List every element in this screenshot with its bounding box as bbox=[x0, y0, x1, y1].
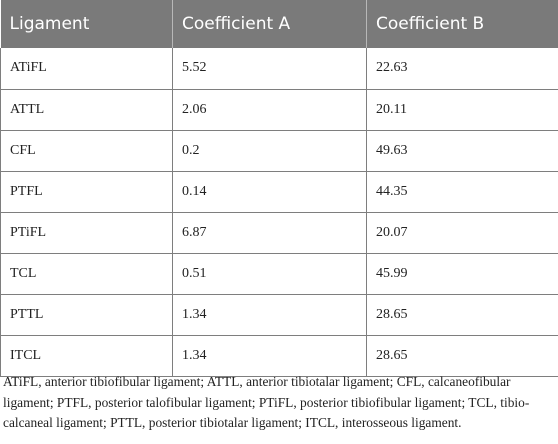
table-row: PTFL 0.14 44.35 bbox=[0, 171, 558, 213]
header-coefficient-b: Coefficient B bbox=[376, 14, 485, 34]
cell-coefficient-a: 5.52 bbox=[172, 48, 367, 90]
cell-coefficient-b: 45.99 bbox=[366, 253, 558, 295]
cell-ligament: CFL bbox=[0, 130, 173, 172]
header-ligament: Ligament bbox=[0, 0, 173, 48]
cell-coefficient-a: 0.14 bbox=[172, 171, 367, 213]
cell-coefficient-a: 0.2 bbox=[172, 130, 367, 172]
cell-ligament: TCL bbox=[0, 253, 173, 295]
cell-coefficient-b: 44.35 bbox=[366, 171, 558, 213]
cell-ligament: ATTL bbox=[0, 89, 173, 131]
cell-ligament: ATiFL bbox=[0, 48, 173, 90]
cell-coefficient-a: 1.34 bbox=[172, 335, 367, 377]
table-footnote: ATiFL, anterior tibiofibular ligament; A… bbox=[3, 374, 530, 430]
cell-ligament: PTFL bbox=[0, 171, 173, 213]
table-row: TCL 0.51 45.99 bbox=[0, 253, 558, 295]
cell-coefficient-b: 20.11 bbox=[366, 89, 558, 131]
header-coefficient-a: Coefficient A bbox=[172, 0, 367, 48]
cell-coefficient-b: 22.63 bbox=[366, 48, 558, 90]
header-row: Ligament Coefficient A Coefficient B bbox=[0, 0, 558, 48]
cell-coefficient-b: 49.63 bbox=[366, 130, 558, 172]
table-row: ATiFL 5.52 22.63 bbox=[0, 48, 558, 90]
table-row: CFL 0.2 49.63 bbox=[0, 130, 558, 172]
table-header: Ligament Coefficient A Coefficient B bbox=[0, 0, 558, 48]
table-body: ATiFL 5.52 22.63 ATTL 2.06 20.11 CFL 0.2… bbox=[0, 48, 558, 377]
cell-coefficient-a: 1.34 bbox=[172, 294, 367, 336]
table-row: ITCL 1.34 28.65 bbox=[0, 335, 558, 377]
table-container: Ligament Coefficient A Coefficient B ATi… bbox=[0, 0, 558, 377]
cell-coefficient-a: 2.06 bbox=[172, 89, 367, 131]
table-row: PTTL 1.34 28.65 bbox=[0, 294, 558, 336]
ligament-coefficients-table: Ligament Coefficient A Coefficient B ATi… bbox=[0, 0, 558, 377]
cell-coefficient-b: 20.07 bbox=[366, 212, 558, 254]
cell-ligament: PTiFL bbox=[0, 212, 173, 254]
cell-coefficient-a: 0.51 bbox=[172, 253, 367, 295]
table-row: ATTL 2.06 20.11 bbox=[0, 89, 558, 131]
cell-ligament: PTTL bbox=[0, 294, 173, 336]
table-row: PTiFL 6.87 20.07 bbox=[0, 212, 558, 254]
cell-coefficient-b: 28.65 bbox=[366, 335, 558, 377]
cell-coefficient-a: 6.87 bbox=[172, 212, 367, 254]
cell-ligament: ITCL bbox=[0, 335, 173, 377]
cell-coefficient-b: 28.65 bbox=[366, 294, 558, 336]
